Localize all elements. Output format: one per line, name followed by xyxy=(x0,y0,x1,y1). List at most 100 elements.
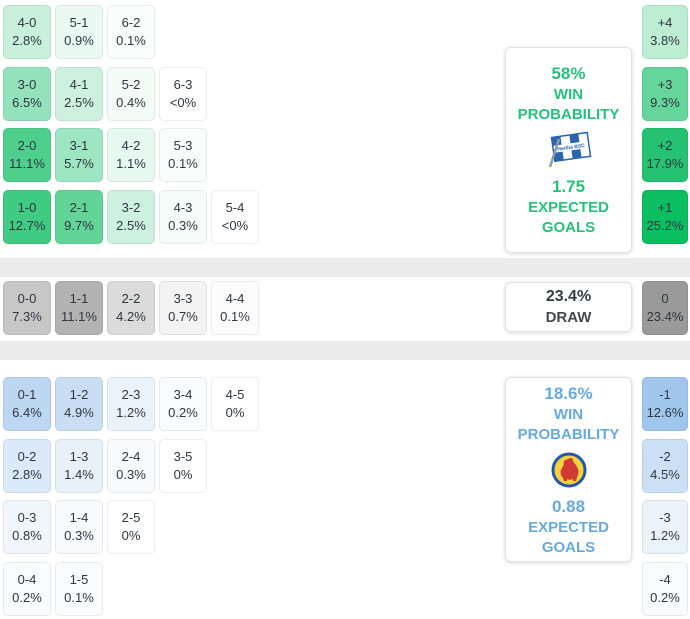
cell-pct-label: 6.5% xyxy=(12,94,42,110)
score-row: -3 1.2% xyxy=(642,500,688,554)
cell-score-label: 4-4 xyxy=(225,291,245,306)
home-expected-goals-label-line2: GOALS xyxy=(541,219,596,236)
cell-pct-label: 0.1% xyxy=(168,156,198,171)
score-cell-5-3: 5-3 0.1% xyxy=(159,128,207,182)
home-win-probability-block: 58% WIN PROBABILITY xyxy=(518,63,620,124)
score-row: 0 23.4% xyxy=(642,281,688,335)
cell-score-label: -3 xyxy=(659,510,671,525)
away-expected-goals-value: 0.88 xyxy=(551,496,586,516)
margin-cell--2: -2 4.5% xyxy=(642,438,688,493)
cell-score-label: 1-3 xyxy=(69,448,89,464)
margin-cell-+4: +4 3.8% xyxy=(642,5,688,59)
home-win-label-line1: WIN xyxy=(553,86,584,103)
cell-pct-label: 1.2% xyxy=(116,405,146,420)
cell-score-label: 4-5 xyxy=(225,387,245,402)
cell-pct-label: 25.2% xyxy=(646,217,684,233)
cell-score-label: 4-1 xyxy=(69,76,89,92)
home-expected-goals-block: 1.75 EXPECTED GOALS xyxy=(528,176,609,237)
cell-score-label: +2 xyxy=(657,138,673,153)
cell-score-label: 5-1 xyxy=(69,15,89,30)
cell-pct-label: 0.3% xyxy=(168,217,198,233)
cell-score-label: +4 xyxy=(657,15,673,30)
score-cell-3-1: 3-1 5.7% xyxy=(55,128,103,182)
draw-margin-column: 0 23.4% xyxy=(642,281,688,335)
score-row: 0-2 2.8% 1-3 1.4% 2-4 0.3% 3-5 0% xyxy=(3,438,259,493)
score-cell-3-2: 3-2 2.5% xyxy=(107,189,155,244)
cell-pct-label: 0.2% xyxy=(12,589,42,605)
cell-pct-label: 2.5% xyxy=(64,94,94,110)
cell-score-label: 2-0 xyxy=(17,138,37,153)
score-cell-3-0: 3-0 6.5% xyxy=(3,66,51,121)
score-row: 0-0 7.3% 1-1 11.1% 2-2 4.2% 3-3 0.7% 4-4 0.1% xyxy=(3,281,259,335)
cell-pct-label: 5.7% xyxy=(64,156,94,171)
cell-pct-label: 0.3% xyxy=(116,466,146,482)
margin-cell--4: -4 0.2% xyxy=(642,561,688,616)
margin-cell-+1: +1 25.2% xyxy=(642,189,688,244)
home-expected-goals-value: 1.75 xyxy=(551,177,586,196)
away-win-percentage: 18.6% xyxy=(544,383,593,403)
cell-score-label: 5-3 xyxy=(173,138,193,153)
score-cell-2-4: 2-4 0.3% xyxy=(107,438,155,493)
score-cell-2-3: 2-3 1.2% xyxy=(107,377,155,431)
cell-score-label: 2-2 xyxy=(121,291,141,306)
cell-pct-label: 11.1% xyxy=(61,309,97,324)
cell-pct-label: 12.7% xyxy=(8,217,46,233)
score-cell-4-0: 4-0 2.8% xyxy=(3,5,51,59)
margin-cell--3: -3 1.2% xyxy=(642,500,688,554)
score-cell-3-4: 3-4 0.2% xyxy=(159,377,207,431)
margin-cell-+2: +2 17.9% xyxy=(642,128,688,182)
score-row: 0-3 0.8% 1-4 0.3% 2-5 0% xyxy=(3,500,259,554)
score-row: -2 4.5% xyxy=(642,438,688,493)
away-margin-column: -1 12.6% -2 4.5% -3 1.2% -4 0.2% xyxy=(642,377,688,616)
section-divider xyxy=(0,258,690,277)
away-expected-goals-label-line2: GOALS xyxy=(541,538,596,556)
cell-score-label: -4 xyxy=(659,571,671,587)
score-cell-1-5: 1-5 0.1% xyxy=(55,561,103,616)
score-cell-4-2: 4-2 1.1% xyxy=(107,128,155,182)
score-row: +3 9.3% xyxy=(642,66,688,121)
cell-pct-label: 7.3% xyxy=(12,309,42,324)
score-cell-0-1: 0-1 6.4% xyxy=(3,377,51,431)
score-cell-1-4: 1-4 0.3% xyxy=(55,500,103,554)
cell-pct-label: 6.4% xyxy=(12,405,42,420)
score-cell-1-1: 1-1 11.1% xyxy=(55,281,103,335)
cell-pct-label: 0.3% xyxy=(64,528,94,543)
cell-pct-label: 9.7% xyxy=(64,217,94,233)
score-cell-4-5: 4-5 0% xyxy=(211,377,259,431)
cell-pct-label: 0.7% xyxy=(168,309,198,324)
score-cell-2-5: 2-5 0% xyxy=(107,500,155,554)
cell-pct-label: 1.2% xyxy=(650,528,680,543)
score-cell-0-4: 0-4 0.2% xyxy=(3,561,51,616)
cell-pct-label: 0.8% xyxy=(12,528,42,543)
cell-pct-label: <0% xyxy=(221,217,249,233)
cell-score-label: 4-0 xyxy=(17,15,37,30)
score-cell-4-1: 4-1 2.5% xyxy=(55,66,103,121)
cell-pct-label: 0% xyxy=(173,466,193,482)
cell-score-label: 5-4 xyxy=(225,199,245,215)
cell-pct-label: 9.3% xyxy=(650,94,680,110)
cell-pct-label: 2.8% xyxy=(12,33,42,48)
away-expected-goals-block: 0.88 EXPECTED GOALS xyxy=(528,496,609,557)
home-score-grid: 4-0 2.8% 5-1 0.9% 6-2 0.1% 3-0 6.5% 4-1 2.5% 5-2 0.… xyxy=(3,5,259,244)
cell-pct-label: 17.9% xyxy=(646,156,684,171)
away-win-card: 18.6% WIN PROBABILITY 0.88 EXPECTED GOAL… xyxy=(505,377,632,562)
svg-text:Hertha BSC: Hertha BSC xyxy=(556,143,585,153)
home-expected-goals-label-line1: EXPECTED xyxy=(528,199,609,216)
home-margin-column: +4 3.8% +3 9.3% +2 17.9% +1 25.2% xyxy=(642,5,688,244)
cell-score-label: 4-3 xyxy=(173,199,193,215)
cell-pct-label: 0.1% xyxy=(116,33,146,48)
away-score-grid: 0-1 6.4% 1-2 4.9% 2-3 1.2% 3-4 0.2% 4-5 0% 0-2 2.8%… xyxy=(3,377,259,616)
cell-pct-label: 23.4% xyxy=(646,309,684,324)
score-cell-2-2: 2-2 4.2% xyxy=(107,281,155,335)
cell-score-label: 5-2 xyxy=(121,76,141,92)
cell-score-label: 4-2 xyxy=(121,138,141,153)
cell-score-label: 2-4 xyxy=(121,448,141,464)
score-cell-6-3: 6-3 <0% xyxy=(159,66,207,121)
score-cell-1-3: 1-3 1.4% xyxy=(55,438,103,493)
draw-percentage: 23.4% xyxy=(545,288,592,305)
cell-pct-label: 1.4% xyxy=(64,466,94,482)
score-cell-3-3: 3-3 0.7% xyxy=(159,281,207,335)
cell-score-label: -1 xyxy=(659,387,671,402)
cell-score-label: 0-1 xyxy=(17,387,37,402)
score-row: 0-1 6.4% 1-2 4.9% 2-3 1.2% 3-4 0.2% 4-5 0% xyxy=(3,377,259,431)
